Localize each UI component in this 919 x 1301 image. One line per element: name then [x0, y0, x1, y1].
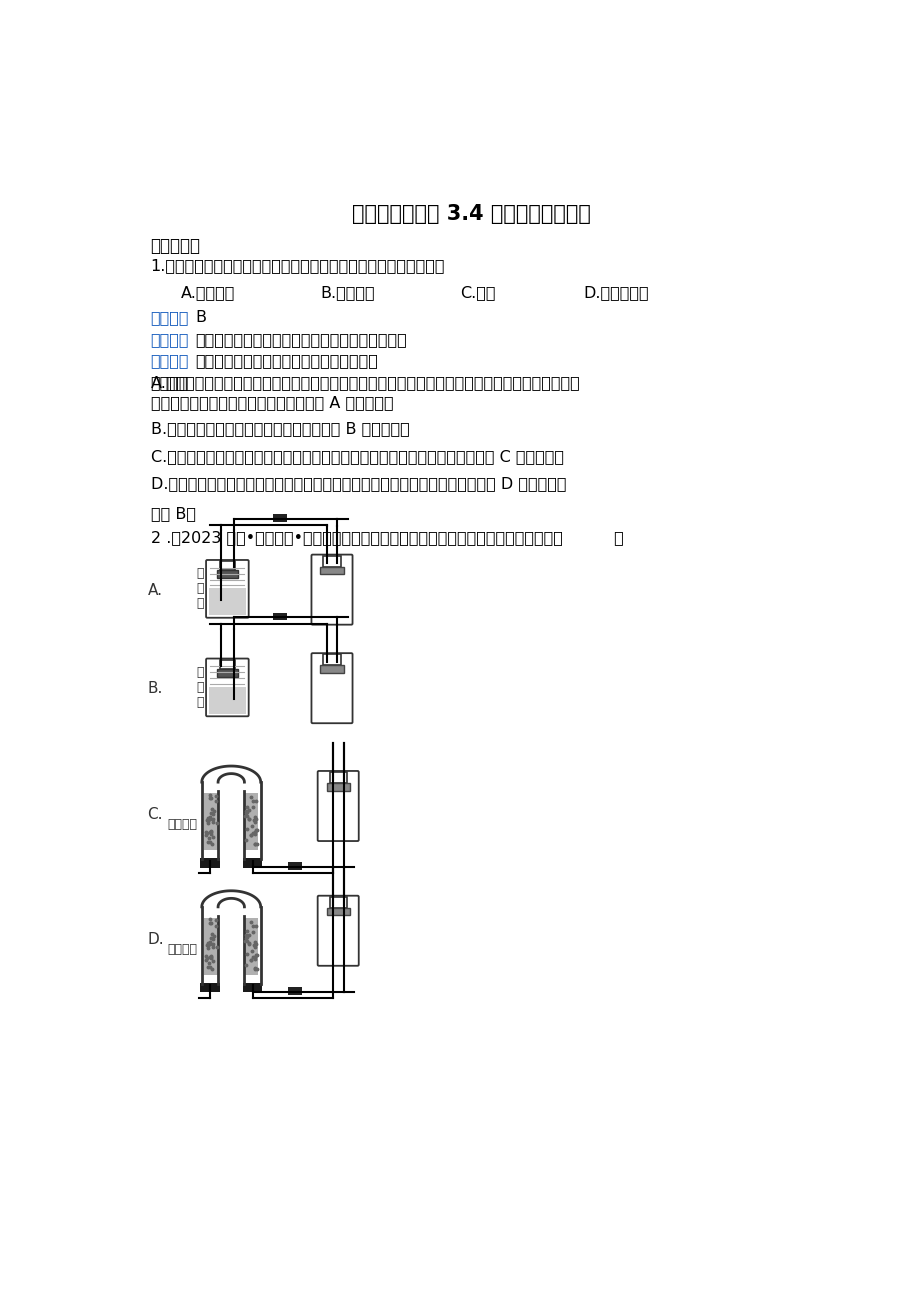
Text: 【解答】: 【解答】: [151, 375, 189, 390]
Text: 浙教版科学八下 3.4 二氧化碳同步练习: 浙教版科学八下 3.4 二氧化碳同步练习: [352, 204, 590, 224]
Bar: [320, 566, 344, 574]
Text: 2 .（2023 九下•舟山月考•）实验室欲收集一瓶干燥的二氧化碳气体，应选择的装置是（          ）: 2 .（2023 九下•舟山月考•）实验室欲收集一瓶干燥的二氧化碳气体，应选择的…: [151, 531, 623, 545]
Bar: [244, 917, 258, 974]
Bar: [220, 561, 235, 570]
Text: C.二氧化碳密度大于空气，且自己不能燃烧，也不支持燃烧，所以用于灭火，故 C 不合题意；: C.二氧化碳密度大于空气，且自己不能燃烧，也不支持燃烧，所以用于灭火，故 C 不…: [151, 449, 563, 463]
Bar: [326, 783, 349, 791]
Bar: [323, 556, 340, 566]
FancyBboxPatch shape: [317, 771, 358, 840]
Text: 浓
硫
酸: 浓 硫 酸: [197, 666, 204, 709]
Text: 【考点】: 【考点】: [151, 332, 189, 346]
Text: B.用作燃料: B.用作燃料: [320, 285, 375, 301]
Text: 【解析】: 【解析】: [151, 354, 189, 368]
FancyBboxPatch shape: [317, 895, 358, 965]
Text: 氢氧化钠: 氢氧化钠: [167, 943, 197, 956]
FancyBboxPatch shape: [206, 658, 248, 717]
Bar: [209, 687, 245, 714]
Bar: [323, 654, 340, 665]
Bar: [288, 863, 302, 870]
Text: D.: D.: [147, 932, 164, 947]
Text: 氢氧化钠: 氢氧化钠: [167, 818, 197, 831]
Text: 气放热液化成小水珠，从而形成降雨，故 A 不合题意；: 气放热液化成小水珠，从而形成降雨，故 A 不合题意；: [151, 394, 392, 410]
Bar: [200, 859, 220, 868]
Text: D.制碳酸饮料: D.制碳酸饮料: [584, 285, 649, 301]
Bar: [243, 984, 262, 993]
Bar: [209, 588, 245, 615]
Text: B.: B.: [147, 682, 163, 696]
Bar: [326, 908, 349, 916]
Bar: [272, 613, 287, 621]
Text: 1.二氧化碳是一种常见物质，下列各项应用与二氧化碳无关的是（）: 1.二氧化碳是一种常见物质，下列各项应用与二氧化碳无关的是（）: [151, 259, 445, 273]
Bar: [220, 660, 235, 669]
Text: 一、单选题: 一、单选题: [151, 237, 200, 255]
Text: 浓
硫
酸: 浓 硫 酸: [197, 567, 204, 610]
Text: B.二氧化碳不能燃烧，自然不能作燃料，故 B 符合题意；: B.二氧化碳不能燃烧，自然不能作燃料，故 B 符合题意；: [151, 422, 409, 436]
Text: C.灭火: C.灭火: [460, 285, 494, 301]
Text: 【答案】: 【答案】: [151, 310, 189, 325]
FancyBboxPatch shape: [312, 554, 352, 624]
Text: A.人工降雨: A.人工降雨: [181, 285, 235, 301]
Text: D.二氧化碳溶于水形成碳酸，会形成微弱的刺激感，因此用于制作碳酸饮料，故 D 不合题意。: D.二氧化碳溶于水形成碳酸，会形成微弱的刺激感，因此用于制作碳酸饮料，故 D 不…: [151, 476, 565, 492]
Text: A.固态的二氧化碳叫干冰，干冰在空气中会迅速吸收大量的热，从而汽化成水蒸气。而空气中的水蒸: A.固态的二氧化碳叫干冰，干冰在空气中会迅速吸收大量的热，从而汽化成水蒸气。而空…: [151, 375, 580, 390]
FancyBboxPatch shape: [312, 653, 352, 723]
Bar: [200, 984, 220, 993]
Bar: [320, 665, 344, 673]
Text: C.: C.: [147, 807, 163, 822]
Bar: [288, 987, 302, 995]
Bar: [204, 792, 218, 850]
Bar: [329, 896, 346, 908]
Bar: [204, 917, 218, 974]
Text: 二氧化碳的物理性质及用途；二氧化碳的化学性质: 二氧化碳的物理性质及用途；二氧化碳的化学性质: [196, 332, 407, 346]
Bar: [216, 669, 238, 677]
Bar: [216, 570, 238, 578]
Text: 故选 B。: 故选 B。: [151, 506, 196, 520]
Bar: [244, 792, 258, 850]
Text: 【分析】分析各个选项中包含的原理即可。: 【分析】分析各个选项中包含的原理即可。: [196, 354, 378, 368]
Bar: [272, 514, 287, 522]
Text: B: B: [196, 310, 207, 325]
Bar: [329, 771, 346, 783]
Text: A.: A.: [147, 583, 163, 598]
Bar: [243, 859, 262, 868]
FancyBboxPatch shape: [206, 559, 248, 618]
